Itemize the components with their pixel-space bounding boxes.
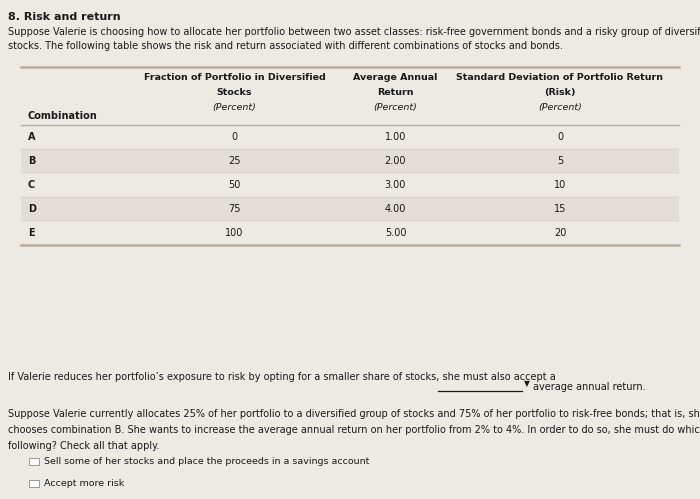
Text: 0: 0 (557, 132, 563, 142)
Text: Standard Deviation of Portfolio Return: Standard Deviation of Portfolio Return (456, 73, 664, 82)
Text: Average Annual: Average Annual (354, 73, 438, 82)
Bar (21, 125, 679, 149)
Text: (Percent): (Percent) (374, 103, 417, 112)
Text: A: A (28, 132, 36, 142)
Text: 15: 15 (554, 204, 566, 214)
Text: Combination: Combination (28, 111, 98, 121)
Text: ▼: ▼ (524, 379, 529, 388)
Text: 5.00: 5.00 (385, 228, 406, 238)
Text: (Percent): (Percent) (213, 103, 256, 112)
Bar (21, 221, 679, 245)
Text: Sell some of her stocks and place the proceeds in a savings account: Sell some of her stocks and place the pr… (44, 457, 370, 466)
Text: (Percent): (Percent) (538, 103, 582, 112)
Text: stocks. The following table shows the risk and return associated with different : stocks. The following table shows the ri… (8, 41, 564, 51)
Text: 4.00: 4.00 (385, 204, 406, 214)
Text: (Risk): (Risk) (545, 88, 575, 97)
Bar (21, 173, 679, 197)
Text: 3.00: 3.00 (385, 180, 406, 190)
Bar (29, 480, 38, 487)
Text: Suppose Valerie is choosing how to allocate her portfolio between two asset clas: Suppose Valerie is choosing how to alloc… (8, 27, 700, 37)
Bar (29, 458, 38, 465)
Text: 2.00: 2.00 (385, 156, 406, 166)
Text: average annual return.: average annual return. (533, 382, 646, 392)
Text: E: E (28, 228, 34, 238)
Text: If Valerie reduces her portfolio’s exposure to risk by opting for a smaller shar: If Valerie reduces her portfolio’s expos… (8, 372, 556, 382)
Text: following? Check all that apply.: following? Check all that apply. (8, 441, 160, 451)
Text: Fraction of Portfolio in Diversified: Fraction of Portfolio in Diversified (144, 73, 326, 82)
Text: Accept more risk: Accept more risk (44, 479, 125, 488)
Text: B: B (28, 156, 36, 166)
Text: Stocks: Stocks (217, 88, 252, 97)
Text: 10: 10 (554, 180, 566, 190)
Bar (21, 149, 679, 173)
Text: C: C (28, 180, 35, 190)
Text: 8. Risk and return: 8. Risk and return (8, 12, 121, 22)
Text: 1.00: 1.00 (385, 132, 406, 142)
Text: 20: 20 (554, 228, 566, 238)
Text: 50: 50 (228, 180, 241, 190)
Text: 0: 0 (232, 132, 237, 142)
Text: 100: 100 (225, 228, 244, 238)
Text: Suppose Valerie currently allocates 25% of her portfolio to a diversified group : Suppose Valerie currently allocates 25% … (8, 409, 700, 419)
Text: 25: 25 (228, 156, 241, 166)
Text: chooses combination B. She wants to increase the average annual return on her po: chooses combination B. She wants to incr… (8, 425, 700, 435)
Text: Return: Return (377, 88, 414, 97)
Text: 75: 75 (228, 204, 241, 214)
Bar (21, 197, 679, 221)
Text: D: D (28, 204, 36, 214)
Text: 5: 5 (557, 156, 563, 166)
